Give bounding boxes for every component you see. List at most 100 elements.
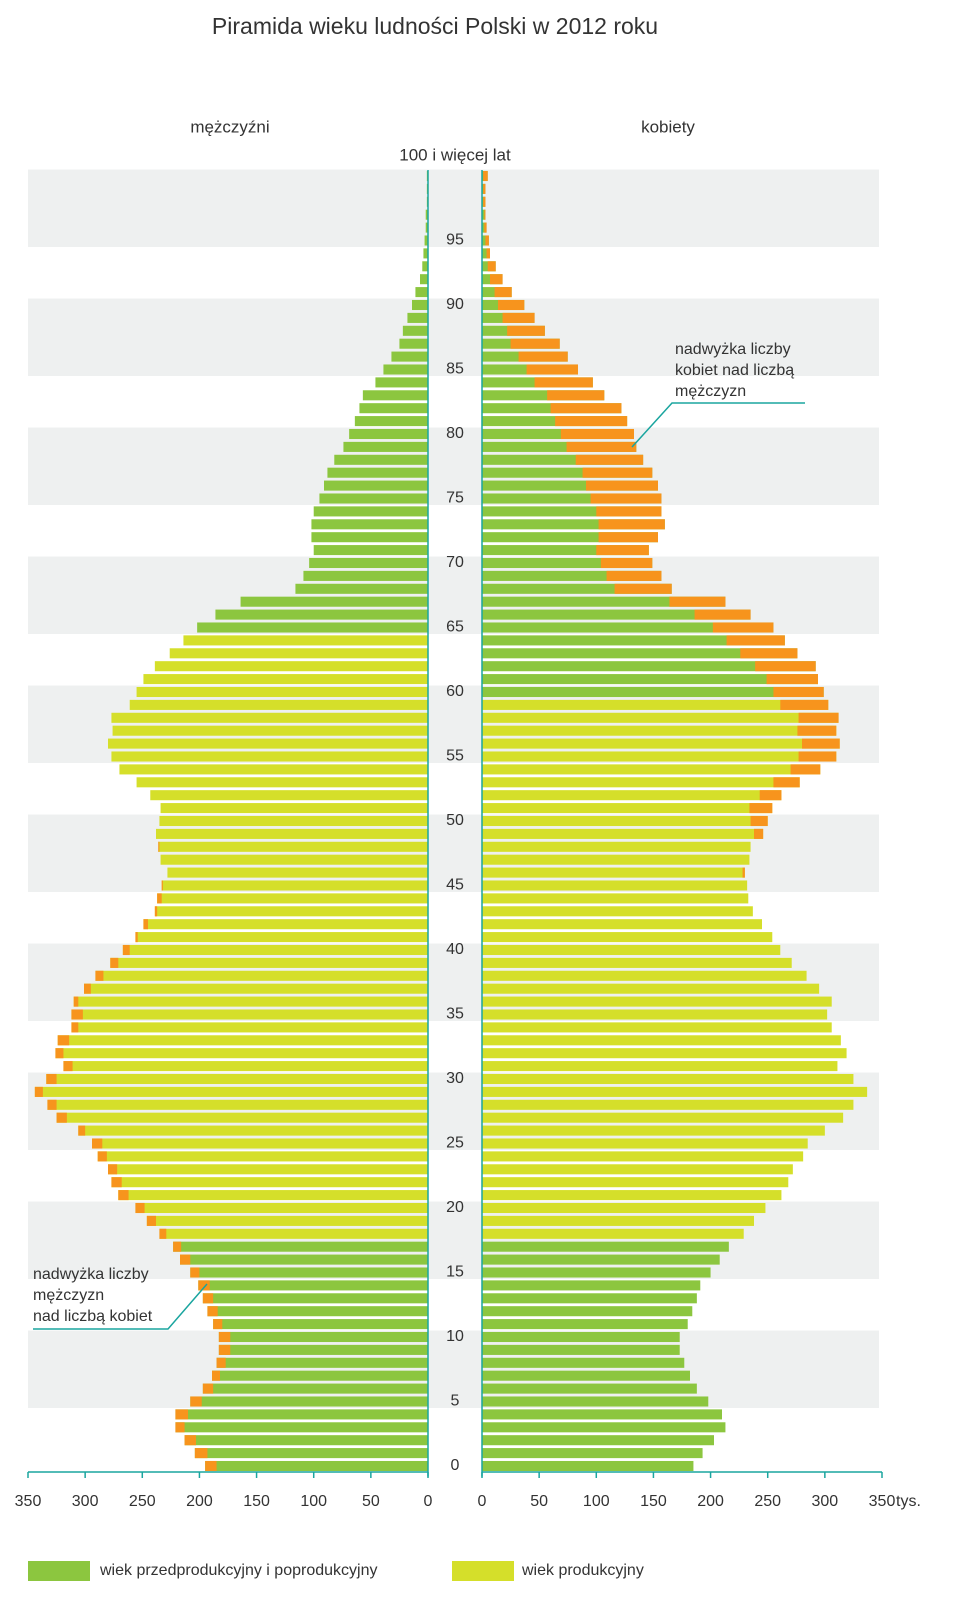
excess-bar: [740, 648, 798, 659]
excess-bar: [71, 1022, 79, 1033]
bar: [482, 1202, 766, 1214]
excess-bar: [759, 790, 782, 801]
excess-bar: [749, 803, 773, 814]
annotation: kobiet nad liczbą: [675, 362, 794, 379]
excess-bar: [108, 1164, 118, 1175]
excess-bar: [669, 596, 726, 607]
bar: [55, 1048, 429, 1059]
bar: [482, 1306, 693, 1317]
bar: [482, 493, 662, 504]
excess-bar: [712, 622, 774, 633]
bar: [402, 325, 428, 336]
excess-bar: [180, 1254, 191, 1265]
bar: [175, 1422, 428, 1433]
age-label: 85: [446, 361, 464, 378]
bar: [482, 944, 781, 956]
bar: [359, 403, 428, 414]
annotation-leader: [631, 402, 805, 448]
bar: [161, 880, 428, 891]
age-label: 15: [446, 1264, 464, 1281]
excess-bar: [135, 1202, 145, 1214]
bar: [158, 841, 429, 852]
age-label: 5: [451, 1393, 460, 1410]
bar: [482, 1112, 844, 1123]
excess-bar: [73, 996, 79, 1007]
excess-bar: [95, 970, 104, 981]
bar: [482, 1177, 789, 1188]
bar: [327, 467, 428, 478]
excess-bar: [742, 867, 745, 878]
excess-bar: [798, 712, 839, 723]
bar: [198, 1280, 428, 1291]
band: [28, 1330, 879, 1408]
bar: [111, 712, 428, 723]
bar: [160, 854, 429, 865]
x-tick-label: 150: [243, 1493, 270, 1510]
bar: [482, 674, 818, 685]
bar: [143, 919, 428, 930]
legend-label: wiek produkcyjny: [521, 1562, 644, 1579]
bar: [156, 828, 428, 839]
bar: [425, 209, 428, 220]
excess-bar: [190, 1396, 202, 1407]
bar: [205, 1460, 428, 1472]
excess-bar: [487, 261, 496, 272]
bar: [482, 467, 653, 478]
bar: [482, 1460, 694, 1472]
bar: [482, 686, 824, 698]
bar: [383, 364, 428, 375]
series-label: mężczyźni: [190, 117, 269, 136]
excess-bar: [118, 1190, 129, 1201]
excess-bar: [773, 777, 800, 788]
bar: [119, 764, 428, 775]
bar: [482, 790, 782, 801]
bar: [482, 712, 839, 723]
bar: [78, 1125, 429, 1136]
bar: [240, 596, 428, 607]
band: [28, 1201, 879, 1279]
age-label: 55: [446, 748, 464, 765]
bar: [482, 803, 773, 814]
bar: [173, 1241, 428, 1252]
bar: [159, 815, 428, 827]
bar: [167, 867, 428, 878]
x-tick-label: 50: [530, 1493, 548, 1510]
bar: [324, 480, 428, 491]
bar: [57, 1035, 428, 1046]
bar: [150, 790, 429, 801]
bar: [136, 686, 429, 698]
excess-bar: [46, 1073, 57, 1085]
x-tick-label: 50: [362, 1493, 380, 1510]
bar: [482, 1293, 697, 1304]
bar: [482, 815, 768, 827]
bar: [482, 1396, 709, 1407]
bar: [111, 1177, 428, 1188]
excess-bar: [184, 1435, 196, 1446]
age-label: 35: [446, 1006, 464, 1023]
bar: [482, 1357, 685, 1368]
bar: [311, 532, 428, 543]
excess-bar: [606, 570, 662, 581]
excess-bar: [797, 725, 837, 736]
bar: [482, 932, 773, 943]
excess-bar: [216, 1357, 226, 1368]
legend-swatch: [28, 1561, 90, 1581]
excess-bar: [97, 1151, 107, 1162]
series-label: kobiety: [641, 117, 695, 136]
bar: [482, 1383, 697, 1394]
excess-bar: [766, 674, 818, 685]
bar: [482, 1138, 808, 1149]
age-label: 75: [446, 490, 464, 507]
bar: [415, 287, 428, 298]
bar: [313, 506, 428, 517]
bar: [482, 1331, 680, 1343]
x-tick-label: 350: [869, 1493, 896, 1510]
annotation-leader: [33, 1283, 208, 1330]
bar: [118, 1190, 429, 1201]
excess-bar: [498, 299, 525, 311]
bar: [218, 1331, 428, 1343]
excess-bar: [483, 183, 486, 194]
bar: [482, 583, 672, 594]
bar: [482, 248, 490, 259]
excess-bar: [56, 1112, 67, 1123]
